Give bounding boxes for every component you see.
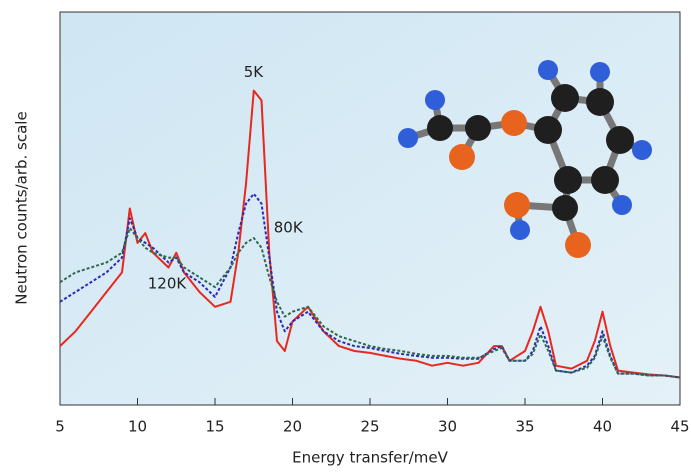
x-tick-label: 15 [205,418,224,436]
page: Energy transfer/meV Neutron counts/arb. … [0,0,691,472]
series-label: 120K [148,275,188,293]
x-tick-label: 45 [670,418,689,436]
chart: Energy transfer/meV Neutron counts/arb. … [0,0,691,468]
x-tick-label: 5 [55,418,65,436]
y-axis-label: Neutron counts/arb. scale [13,111,31,304]
x-tick-label: 35 [515,418,534,436]
x-axis-label: Energy transfer/meV [292,449,448,467]
x-tick-label: 25 [360,418,379,436]
x-tick-label: 30 [438,418,457,436]
x-tick-label: 20 [283,418,302,436]
series-label: 5K [244,63,265,81]
x-tick-label: 40 [593,418,612,436]
series-label: 80K [274,218,304,236]
x-tick-label: 10 [128,418,147,436]
